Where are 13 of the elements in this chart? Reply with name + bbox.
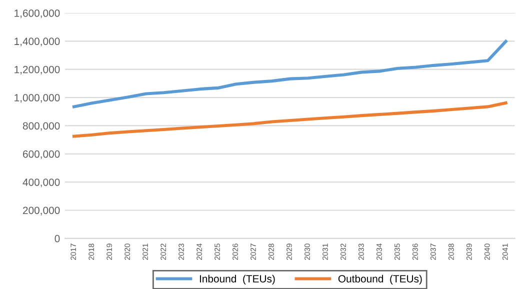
y-tick-label: 800,000 — [22, 122, 60, 131]
legend-label: Outbound (TEUs) — [338, 274, 422, 285]
y-tick-label: 1,000,000 — [14, 94, 60, 103]
y-tick-label: 0 — [54, 234, 60, 242]
y-tick-label: 1,600,000 — [14, 10, 60, 18]
line-series — [72, 40, 508, 108]
legend-label: Inbound (TEUs) — [200, 274, 275, 285]
y-tick-label: 400,000 — [22, 178, 60, 188]
y-tick-label: 1,200,000 — [14, 66, 60, 74]
y-tick-label: 600,000 — [23, 150, 60, 159]
y-tick-label: 200,000 — [23, 206, 60, 216]
line-series — [72, 101, 508, 138]
y-tick-label: 1,400,000 — [14, 38, 60, 46]
